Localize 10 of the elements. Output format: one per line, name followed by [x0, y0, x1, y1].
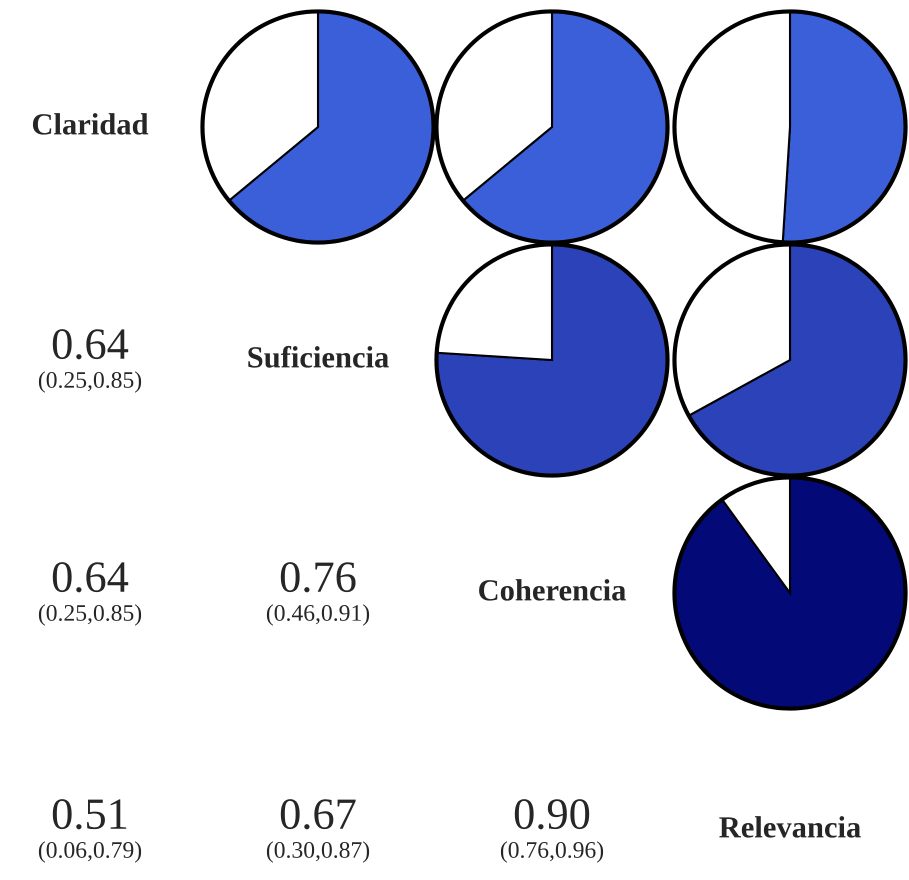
text: 0.67 (0.30,0.87) — [266, 799, 370, 863]
text: 0.51 (0.06,0.79) — [38, 799, 142, 863]
text: 0.64 (0.25,0.85) — [38, 329, 142, 393]
text: 0.90 (0.76,0.96) — [500, 799, 604, 863]
category-label: Coherencia — [479, 579, 626, 601]
category-label: Suficiencia — [248, 346, 389, 368]
category-label: Relevancia — [719, 816, 861, 838]
category-label: Claridad — [32, 113, 148, 135]
text: 0.76 (0.46,0.91) — [266, 562, 370, 626]
text: 0.64 (0.25,0.85) — [38, 562, 142, 626]
